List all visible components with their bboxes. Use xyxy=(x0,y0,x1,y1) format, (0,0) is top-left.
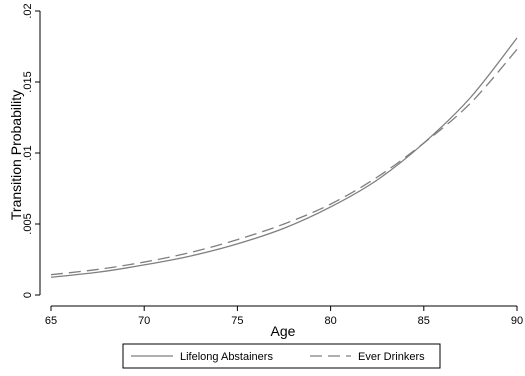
legend: Lifelong Abstainers Ever Drinkers xyxy=(122,343,441,369)
y-tick-label: .015 xyxy=(22,71,34,92)
y-axis-title: Transition Probability xyxy=(8,90,24,220)
x-tick-label: 75 xyxy=(231,315,243,327)
y-tick-label: .005 xyxy=(22,213,34,234)
x-axis-title: Age xyxy=(271,323,296,339)
series-line-lifelong-abstainers xyxy=(50,37,518,278)
legend-box xyxy=(122,343,441,369)
y-tick-label: .01 xyxy=(22,145,34,160)
y-tick-label: .02 xyxy=(22,3,34,18)
legend-label: Lifelong Abstainers xyxy=(180,351,273,363)
legend-label: Ever Drinkers xyxy=(358,351,425,363)
x-tick-label: 85 xyxy=(418,315,430,327)
y-tick-label: 0 xyxy=(22,292,34,298)
x-tick-label: 90 xyxy=(511,315,523,327)
x-tick-label: 65 xyxy=(45,315,57,327)
plot-area: 0 .005 .01 .015 .02 65 70 75 80 85 90 xyxy=(22,3,523,327)
x-tick-label: 70 xyxy=(138,315,150,327)
x-tick-label: 80 xyxy=(324,315,336,327)
series-line-ever-drinkers xyxy=(50,48,518,276)
